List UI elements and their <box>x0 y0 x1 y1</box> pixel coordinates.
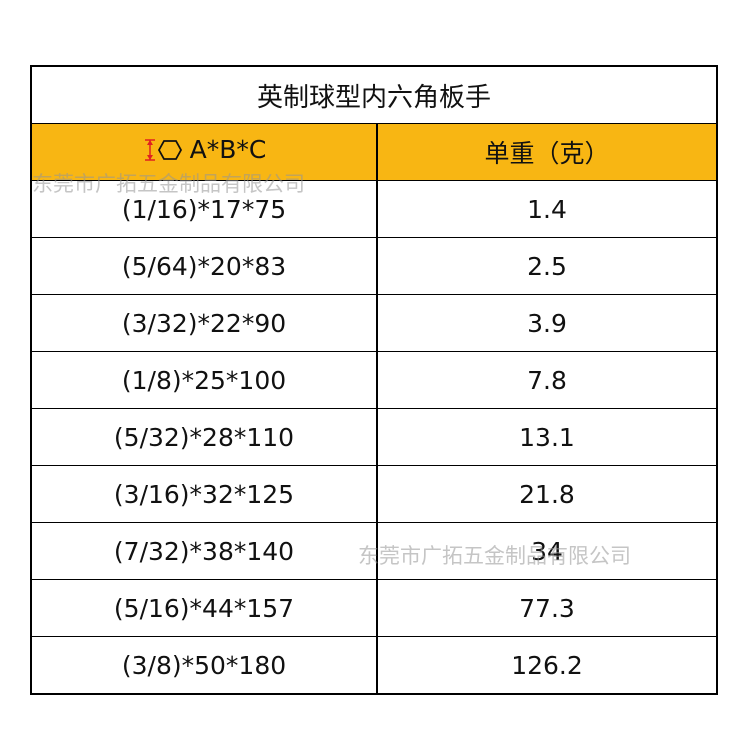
cell-size: (3/32)*22*90 <box>32 294 378 352</box>
cell-size: (5/16)*44*157 <box>32 579 378 637</box>
table-row: (3/8)*50*180 126.2 <box>32 636 716 693</box>
cell-size: (7/32)*38*140 <box>32 522 378 580</box>
header-row: A*B*C 单重（克） <box>32 124 716 181</box>
cell-size: (1/16)*17*75 <box>32 180 378 238</box>
header-weight: 单重（克） <box>377 124 716 181</box>
cell-weight: 34 <box>377 522 716 580</box>
table-title: 英制球型内六角板手 <box>32 67 716 124</box>
cell-size: (3/16)*32*125 <box>32 465 378 523</box>
table-row: (7/32)*38*140 34 <box>32 522 716 580</box>
header-size: A*B*C <box>32 124 378 181</box>
cell-weight: 13.1 <box>377 408 716 466</box>
cell-size: (1/8)*25*100 <box>32 351 378 409</box>
hexagon-icon <box>142 137 184 163</box>
spec-table: A*B*C 单重（克） (1/16)*17*75 1.4 (5/64)*20*8… <box>32 124 716 693</box>
header-size-label: A*B*C <box>189 135 267 165</box>
table-row: (1/8)*25*100 7.8 <box>32 351 716 409</box>
table-row: (1/16)*17*75 1.4 <box>32 180 716 238</box>
cell-size: (3/8)*50*180 <box>32 636 378 693</box>
table-row: (3/16)*32*125 21.8 <box>32 465 716 523</box>
cell-weight: 2.5 <box>377 237 716 295</box>
cell-weight: 3.9 <box>377 294 716 352</box>
table-row: (5/16)*44*157 77.3 <box>32 579 716 637</box>
spec-table-container: 英制球型内六角板手 <box>30 65 718 695</box>
cell-weight: 126.2 <box>377 636 716 693</box>
cell-size: (5/32)*28*110 <box>32 408 378 466</box>
dimension-arrow-icon <box>144 139 155 161</box>
table-body: (1/16)*17*75 1.4 (5/64)*20*83 2.5 (3/32)… <box>32 180 716 693</box>
table-row: (3/32)*22*90 3.9 <box>32 294 716 352</box>
cell-weight: 7.8 <box>377 351 716 409</box>
cell-weight: 21.8 <box>377 465 716 523</box>
table-row: (5/64)*20*83 2.5 <box>32 237 716 295</box>
cell-weight: 1.4 <box>377 180 716 238</box>
cell-size: (5/64)*20*83 <box>32 237 378 295</box>
cell-weight: 77.3 <box>377 579 716 637</box>
table-row: (5/32)*28*110 13.1 <box>32 408 716 466</box>
